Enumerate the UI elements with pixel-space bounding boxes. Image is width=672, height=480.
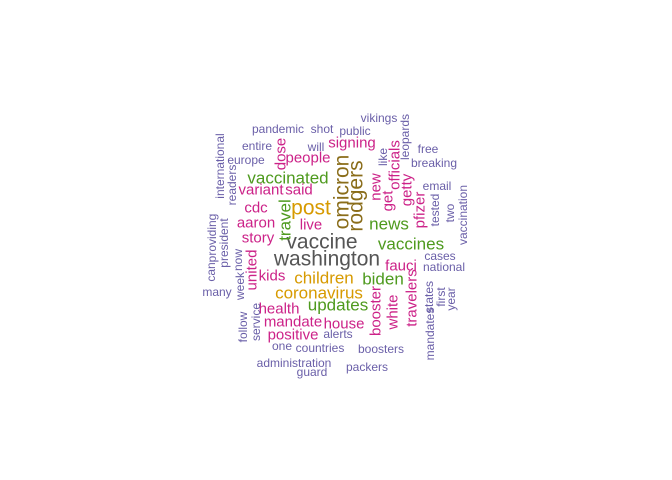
- word-biden: biden: [362, 269, 404, 289]
- word-president: president: [217, 218, 231, 268]
- word-guard: guard: [296, 365, 328, 379]
- word-follow: follow: [236, 311, 250, 343]
- word-like: like: [376, 147, 390, 167]
- word-shot: shot: [310, 122, 334, 136]
- word-breaking: breaking: [410, 156, 458, 170]
- word-pfizer: pfizer: [411, 191, 429, 229]
- word-now: now: [231, 248, 245, 272]
- word-tested: tested: [428, 193, 442, 227]
- word-mandates: mandates: [423, 307, 437, 361]
- word-readers: readers: [225, 164, 239, 206]
- word-mandate: mandate: [263, 313, 323, 331]
- word-coronavirus: coronavirus: [275, 283, 363, 303]
- word-service: service: [249, 302, 263, 342]
- word-travelers: travelers: [403, 269, 421, 327]
- word-story: story: [241, 229, 275, 247]
- word-vikings: vikings: [360, 111, 398, 125]
- word-leopards: leopards: [398, 113, 412, 161]
- word-can: can: [204, 262, 218, 282]
- word-cdc: cdc: [244, 199, 268, 217]
- word-aaron: aaron: [236, 214, 276, 232]
- word-national: national: [422, 260, 466, 274]
- word-health: health: [258, 300, 300, 318]
- word-packers: packers: [345, 360, 389, 374]
- word-alerts: alerts: [323, 327, 353, 341]
- word-white: white: [384, 294, 402, 330]
- word-live: live: [299, 216, 323, 234]
- word-will: will: [307, 140, 325, 154]
- word-email: email: [422, 179, 452, 193]
- word-dose: dose: [272, 137, 290, 171]
- word-countries: countries: [295, 341, 345, 355]
- word-people: people: [285, 149, 331, 167]
- word-one: one: [271, 339, 293, 353]
- word-house: house: [323, 315, 365, 333]
- word-post: post: [291, 196, 331, 220]
- word-news: news: [369, 214, 409, 234]
- word-entire: entire: [241, 139, 273, 153]
- word-get: get: [379, 190, 397, 212]
- word-said: said: [285, 181, 313, 199]
- word-free: free: [417, 142, 439, 156]
- word-omicron: omicron: [330, 154, 354, 230]
- word-europe: europe: [227, 153, 265, 167]
- word-fauci: fauci: [385, 257, 417, 275]
- word-children: children: [294, 268, 354, 288]
- word-vaccinated: vaccinated: [247, 168, 329, 188]
- word-cases: cases: [424, 249, 456, 263]
- word-travel: travel: [275, 199, 295, 241]
- word-pandemic: pandemic: [251, 122, 305, 136]
- word-updates: updates: [307, 295, 369, 315]
- word-variant: variant: [238, 181, 284, 199]
- word-positive: positive: [267, 326, 319, 344]
- word-boosters: boosters: [357, 342, 405, 356]
- word-signing: signing: [328, 134, 376, 152]
- word-vaccination: vaccination: [456, 184, 470, 246]
- word-public: public: [339, 124, 371, 138]
- word-year: year: [444, 287, 458, 311]
- word-washington: washington: [273, 247, 381, 271]
- word-administration: administration: [256, 356, 332, 370]
- word-kids: kids: [258, 267, 286, 285]
- word-booster: booster: [367, 285, 385, 337]
- word-two: two: [443, 203, 457, 223]
- word-week: week: [233, 271, 247, 301]
- word-vaccine: vaccine: [286, 230, 358, 254]
- word-vaccines: vaccines: [377, 234, 445, 254]
- word-many: many: [202, 285, 232, 299]
